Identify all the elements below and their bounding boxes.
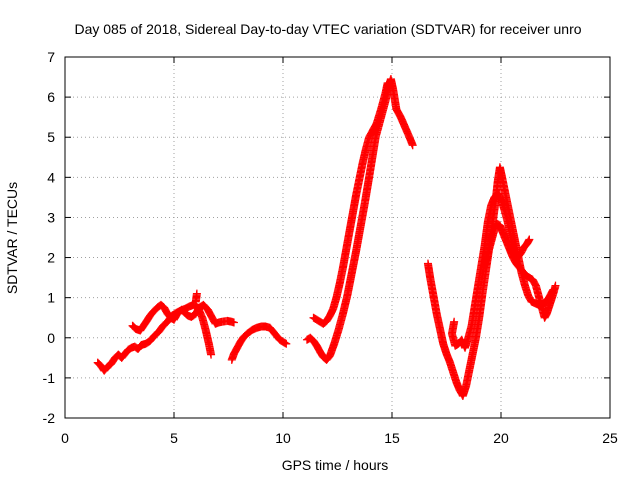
data-point (281, 339, 290, 348)
x-tick-label: 20 (493, 430, 509, 446)
plot-frame (64, 56, 611, 419)
y-tick-label: 3 (47, 209, 55, 225)
data-series-group (93, 75, 560, 400)
y-axis-label: SDTVAR / TECUs (4, 182, 20, 294)
data-point (408, 141, 417, 150)
data-point (229, 318, 238, 327)
data-segment (309, 79, 392, 328)
data-point (525, 235, 534, 244)
x-tick-label: 0 (61, 430, 69, 446)
x-axis-label: GPS time / hours (282, 457, 389, 473)
y-tick-label: 5 (47, 129, 55, 145)
data-point (192, 289, 201, 298)
axes: 0 5 10 15 20 25 -2 -1 0 1 2 3 4 5 6 7 (43, 49, 618, 446)
data-series (93, 75, 560, 400)
data-segment (447, 189, 534, 352)
data-point (207, 350, 216, 359)
x-tick-label: 25 (602, 430, 618, 446)
y-tick-label: -1 (43, 370, 56, 386)
y-tick-label: 2 (47, 250, 55, 266)
data-point (282, 339, 291, 348)
y-tick-label: -2 (43, 410, 56, 426)
x-tick-label: 15 (384, 430, 400, 446)
data-point (551, 281, 560, 290)
x-tick-label: 10 (275, 430, 291, 446)
data-segment (479, 219, 560, 322)
chart-title: Day 085 of 2018, Sidereal Day-to-day VTE… (74, 21, 581, 37)
y-tick-label: 6 (47, 89, 55, 105)
y-tick-label: 0 (47, 330, 55, 346)
x-tick-label: 5 (170, 430, 178, 446)
y-tick-label: 4 (47, 169, 55, 185)
data-segment (191, 289, 201, 306)
data-segment (227, 322, 291, 364)
data-segment (128, 300, 238, 335)
y-tick-label: 1 (47, 290, 55, 306)
data-point (383, 79, 392, 88)
y-tick-label: 7 (47, 49, 55, 65)
